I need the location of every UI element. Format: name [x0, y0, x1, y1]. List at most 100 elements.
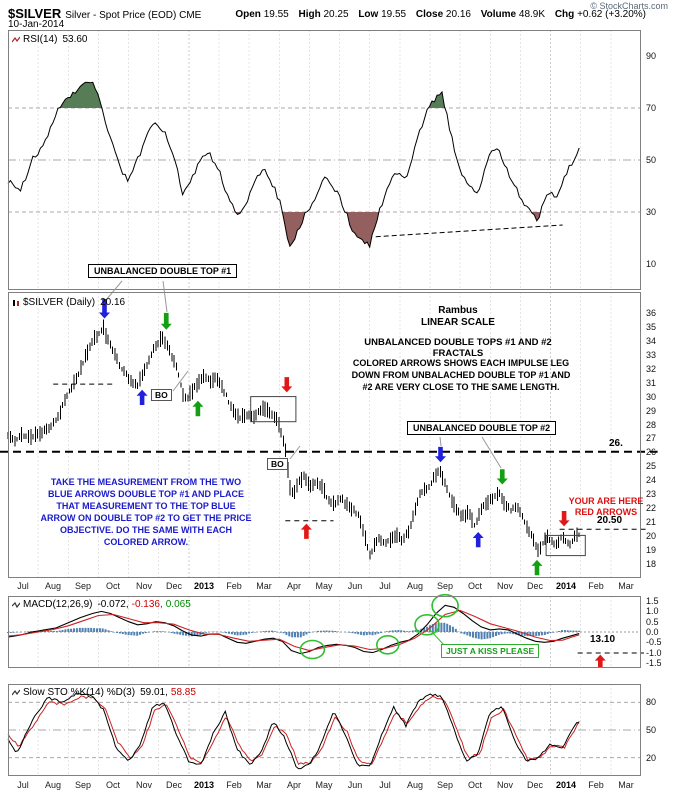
- breakout-label-2: BO: [267, 458, 288, 470]
- price-panel-border: [8, 292, 641, 578]
- kiss-circle: [299, 639, 326, 660]
- rsi-overbought-fill: [58, 82, 445, 108]
- price-ytick: 18: [646, 559, 657, 570]
- low-label: Low: [358, 9, 379, 20]
- macd-ytick: -0.5: [646, 637, 662, 648]
- price-ytick: 34: [646, 335, 657, 346]
- volume-value: 48.9K: [518, 9, 546, 20]
- price-ytick: 27: [646, 433, 657, 444]
- measurement-note: TAKE THE MEASUREMENT FROM THE TWO BLUE A…: [40, 477, 252, 547]
- x-month-label: Jun: [347, 581, 363, 591]
- x-month-label: Mar: [618, 780, 634, 790]
- low-value: 19.55: [381, 9, 407, 20]
- kiss-circle: [431, 593, 459, 618]
- open-value: 19.55: [263, 9, 289, 20]
- rsi-ytick: 30: [646, 207, 657, 217]
- rambus-line2: LINEAR SCALE: [421, 317, 495, 328]
- breakout-label-1: BO: [151, 389, 172, 401]
- high-value: 20.25: [323, 9, 349, 20]
- rsi-value: 53.60: [62, 34, 88, 45]
- x-month-label: Jul: [379, 780, 391, 790]
- x-month-label: Jul: [17, 780, 29, 790]
- annotation-arrow: [558, 511, 570, 527]
- price-legend: $SILVER (Daily) 20.16: [12, 297, 125, 308]
- x-month-label: Oct: [105, 780, 120, 790]
- sto-ytick: 80: [646, 697, 657, 708]
- x-month-label: Feb: [588, 581, 604, 591]
- close-value: 20.16: [445, 9, 471, 20]
- neckline-26-label: 26.: [609, 438, 623, 449]
- macd-ytick: 0.5: [646, 616, 659, 627]
- rambus-line1: Rambus: [438, 305, 478, 316]
- macd-target-1310: 13.10: [590, 634, 616, 645]
- symbol: $SILVER: [8, 6, 62, 21]
- annotation-connector: [172, 370, 189, 392]
- x-month-label: Sep: [74, 780, 91, 790]
- sto-panel-border: [8, 684, 641, 776]
- x-month-label: Sep: [74, 581, 91, 591]
- price-ytick: 28: [646, 419, 657, 430]
- price-ytick: 35: [646, 321, 657, 332]
- macd-panel-border: [8, 596, 641, 668]
- rsi-ytick: 50: [646, 155, 657, 165]
- consolidation-box: [250, 396, 297, 423]
- x-month-label: Nov: [135, 780, 152, 790]
- mini-chart-icon: [12, 689, 20, 697]
- price-value: 20.16: [100, 297, 126, 308]
- x-month-label: Oct: [105, 581, 120, 591]
- kiss-circle: [414, 613, 440, 636]
- x-month-label: Nov: [496, 780, 513, 790]
- mini-candle-icon: [12, 299, 20, 307]
- sto-d-line: [7, 695, 580, 766]
- annotation-arrow: [160, 312, 172, 330]
- x-month-label: Jul: [17, 581, 29, 591]
- price-ytick: 36: [646, 307, 657, 318]
- macd-label: MACD(12,26,9): [23, 599, 93, 610]
- price-ytick: 30: [646, 391, 657, 402]
- annotation-arrow: [435, 446, 446, 463]
- price-label: $SILVER (Daily): [23, 297, 96, 308]
- price-ytick: 20: [646, 531, 657, 542]
- symbol-title: Silver - Spot Price (EOD) CME: [65, 10, 202, 21]
- price-ytick: 19: [646, 545, 657, 556]
- x-month-label: Oct: [467, 780, 482, 790]
- kiss-connector: [428, 628, 446, 647]
- rsi-panel-border: [8, 30, 641, 290]
- macd-line: [7, 604, 580, 655]
- macd-ytick: -1.0: [646, 647, 662, 658]
- macd-ytick: 0.0: [646, 627, 659, 637]
- annotation-arrow: [300, 523, 312, 539]
- price-ytick: 29: [646, 405, 657, 416]
- consolidation-box: [545, 534, 586, 557]
- x-month-label: Oct: [467, 581, 482, 591]
- price-ytick: 24: [646, 475, 657, 486]
- x-month-label: Aug: [44, 780, 61, 790]
- annotation-arrow: [472, 532, 484, 548]
- close-label: Close: [415, 9, 444, 20]
- you-are-here-note: YOUR ARE HERE RED ARROWS: [568, 496, 644, 518]
- volume-label: Volume: [480, 9, 517, 20]
- macd-value-3: 0.065: [165, 599, 191, 610]
- x-month-label: Dec: [165, 780, 182, 790]
- annotation-arrow: [136, 389, 148, 405]
- you-are-here-line2: RED ARROWS: [574, 507, 638, 517]
- fractals-body: COLORED ARROWS SHOWS EACH IMPULSE LEG DO…: [351, 358, 571, 392]
- x-month-label: Dec: [165, 581, 182, 591]
- high-label: High: [298, 9, 321, 20]
- x-month-label: Sep: [436, 780, 453, 790]
- rsi-legend: RSI(14) 53.60: [12, 34, 87, 45]
- x-month-label: Dec: [526, 780, 543, 790]
- sto-ytick: 20: [646, 752, 657, 763]
- x-month-label: Mar: [256, 780, 272, 790]
- x-month-label: Feb: [226, 780, 242, 790]
- quote-row: Open 19.55 High 20.25 Low 19.55 Close 20…: [228, 9, 646, 20]
- macd-value-2: -0.136,: [131, 599, 163, 610]
- chg-label: Chg: [554, 9, 575, 20]
- x-month-label: Feb: [588, 780, 604, 790]
- annotation-connector: [162, 280, 168, 313]
- macd-ytick: -1.5: [646, 657, 662, 668]
- sto-label: Slow STO %K(14) %D(3): [23, 687, 136, 698]
- price-ytick: 26: [646, 447, 657, 458]
- rsi-line: [7, 81, 580, 249]
